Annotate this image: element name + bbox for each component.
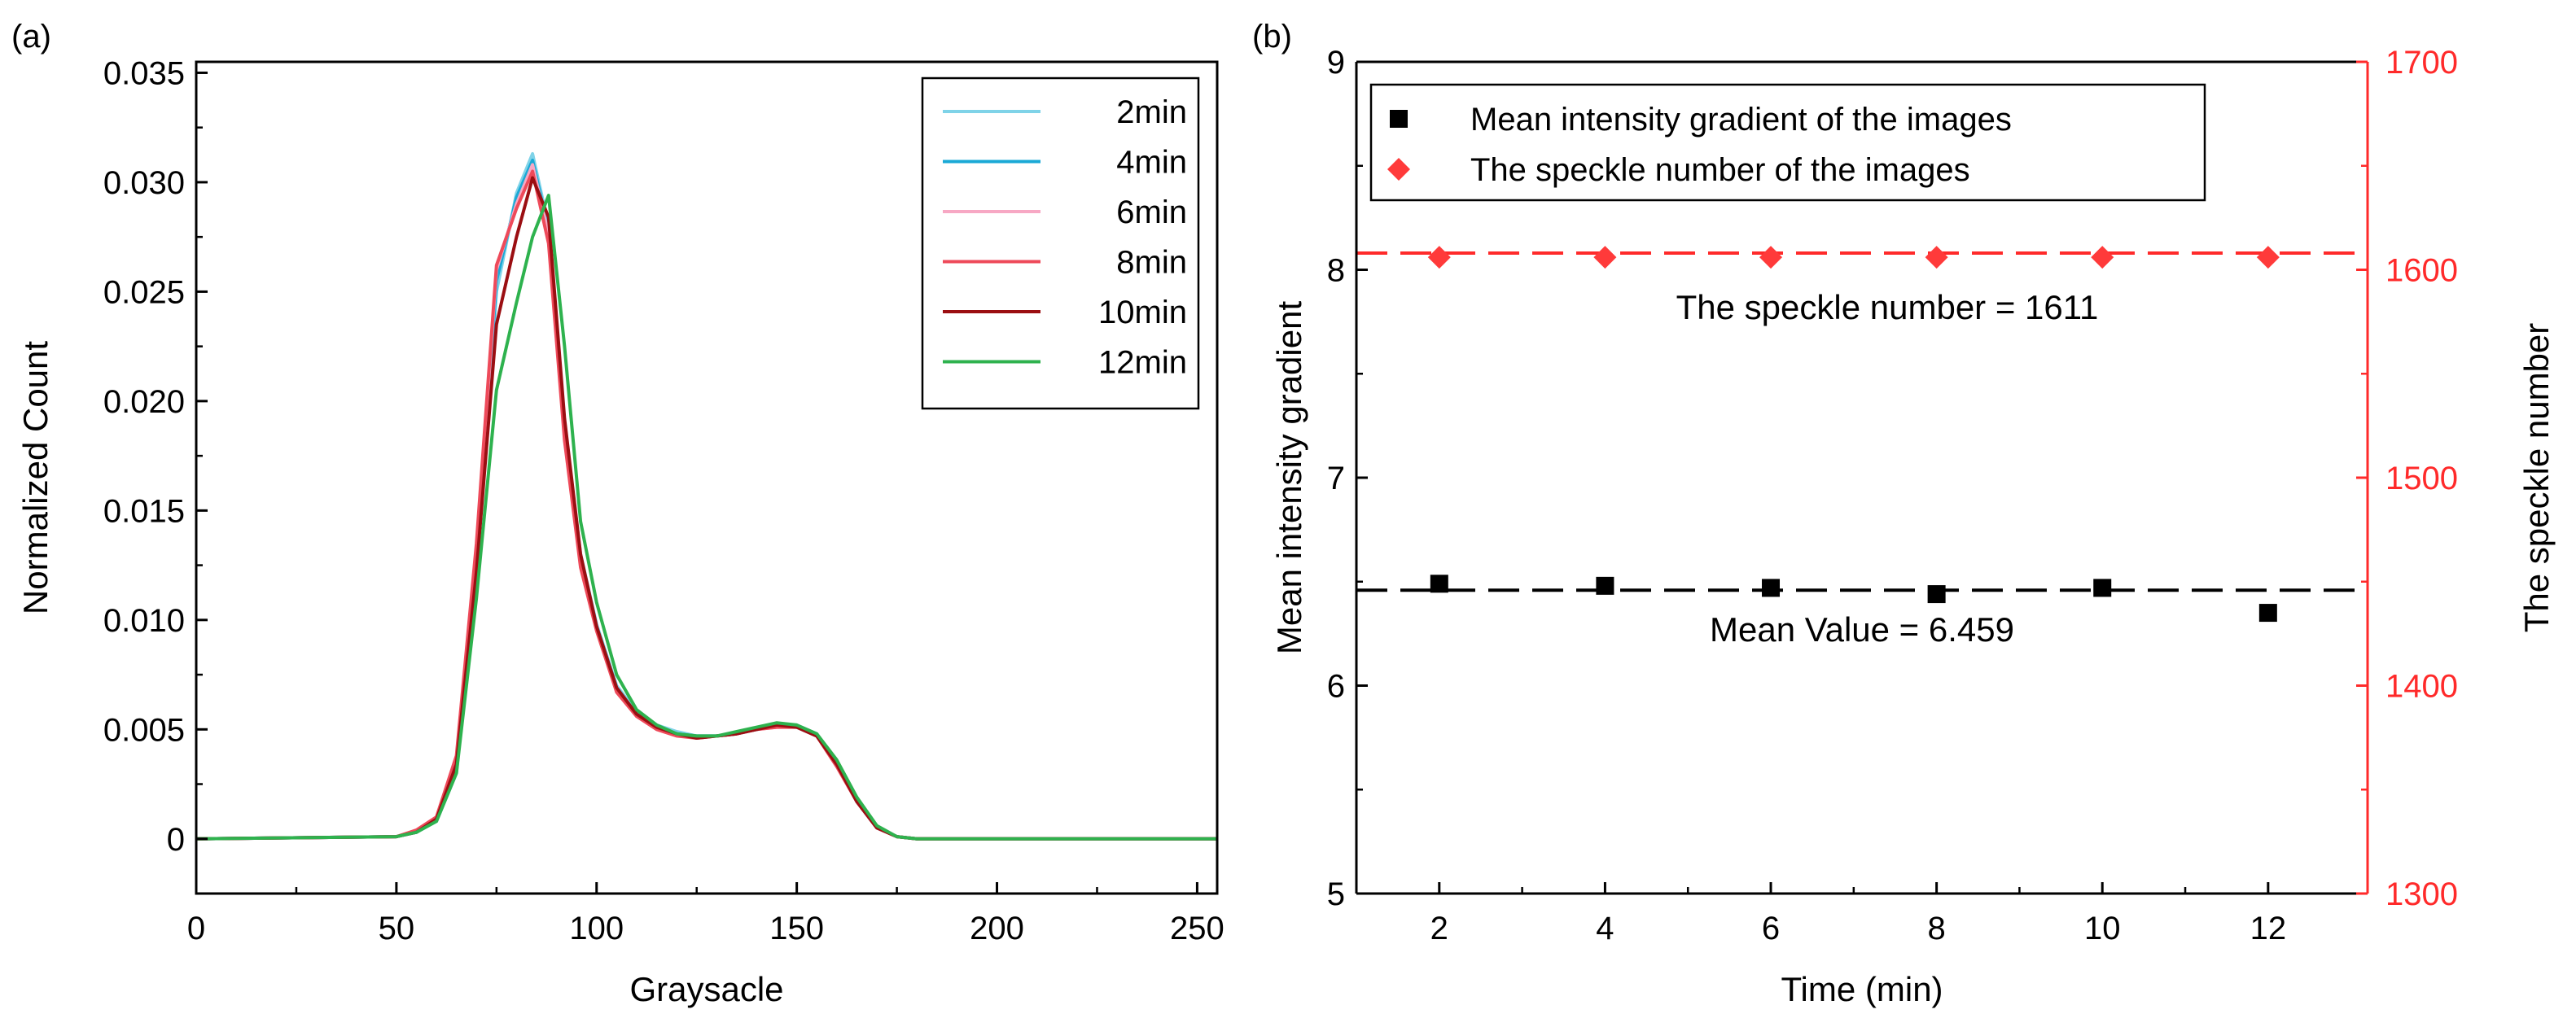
- legend-label-10min: 10min: [1098, 295, 1187, 330]
- panel-a-y-ticks: 0 0.005 0.010 0.015 0.020 0.025 0.030 0.035: [103, 55, 208, 858]
- panel-b-legend: Mean intensity gradient of the images The…: [1369, 83, 2206, 202]
- y-tick-label: 0.010: [103, 603, 185, 639]
- x-tick-label: 4: [1596, 911, 1614, 946]
- x-tick-label: 100: [569, 911, 624, 946]
- panel-b-y2-ticks: 1300 1400 1500 1600 1700: [2356, 45, 2458, 912]
- panel-a: (a) 0 50 100 150 200 250 0 0.005 0.010 0.015 0.02…: [11, 19, 1224, 1008]
- speckle-point: [1759, 246, 1783, 269]
- panel-a-frame: [195, 60, 1219, 895]
- legend-label-speckle: The speckle number of the images: [1470, 152, 1970, 188]
- y-tick-label: 9: [1327, 45, 1345, 81]
- x-tick-label: 2: [1430, 911, 1448, 946]
- y-tick-label: 6: [1327, 669, 1345, 705]
- speckle-number-annotation: The speckle number = 1611: [1676, 288, 2099, 326]
- legend-label-6min: 6min: [1116, 194, 1187, 230]
- y2-tick-label: 1300: [2385, 876, 2458, 912]
- speckle-point: [1593, 246, 1617, 269]
- panel-a-x-label: Graysacle: [629, 970, 783, 1008]
- series-line-10min: [195, 176, 1217, 841]
- x-tick-label: 8: [1927, 911, 1945, 946]
- speckle-point: [1427, 246, 1451, 269]
- x-tick-label: 6: [1762, 911, 1780, 946]
- panel-b-y2-label: The speckle number: [2517, 323, 2556, 633]
- y-tick-label: 0.035: [103, 55, 185, 91]
- panel-b-points: [1427, 246, 2280, 623]
- panel-b-x-label: Time (min): [1781, 970, 1943, 1008]
- panel-a-y-label: Normalized Count: [16, 341, 55, 614]
- gradient-point: [1596, 576, 1614, 595]
- legend-marker-speckle: [1387, 158, 1410, 181]
- series-line-12min: [195, 194, 1217, 841]
- y2-tick-label: 1700: [2385, 45, 2458, 81]
- legend-marker-gradient: [1390, 110, 1408, 128]
- panel-b-label: (b): [1252, 19, 1292, 55]
- panel-b-y-ticks: 5 6 7 8 9: [1327, 45, 1368, 912]
- gradient-point: [2093, 579, 2112, 597]
- y-tick-label: 5: [1327, 876, 1345, 912]
- panel-a-label: (a): [11, 19, 51, 55]
- x-tick-label: 150: [769, 911, 824, 946]
- panel-b-reference-lines: [1356, 251, 2368, 592]
- legend-label-4min: 4min: [1116, 145, 1187, 181]
- y-tick-label: 0.015: [103, 493, 185, 529]
- speckle-point: [2091, 246, 2114, 269]
- y2-tick-label: 1600: [2385, 253, 2458, 289]
- speckle-point: [2256, 246, 2280, 269]
- x-tick-label: 250: [1170, 911, 1224, 946]
- y-tick-label: 0.030: [103, 165, 185, 201]
- gradient-point: [1762, 579, 1781, 597]
- x-tick-label: 0: [187, 911, 205, 946]
- y-tick-label: 8: [1327, 253, 1345, 289]
- panel-a-legend-box: [921, 76, 1200, 410]
- legend-label-gradient: Mean intensity gradient of the images: [1470, 102, 2012, 138]
- y-tick-label: 7: [1327, 461, 1345, 496]
- gradient-point: [2258, 604, 2277, 623]
- y-tick-label: 0: [167, 822, 185, 858]
- panel-a-series: [195, 152, 1217, 841]
- x-tick-label: 10: [2084, 911, 2121, 946]
- x-tick-label: 200: [970, 911, 1024, 946]
- legend-label-2min: 2min: [1116, 94, 1187, 130]
- y2-tick-label: 1400: [2385, 669, 2458, 705]
- panel-a-x-ticks: 0 50 100 150 200 250: [187, 882, 1224, 946]
- panel-a-legend: 2min 4min 6min 8min 10min 12min: [921, 76, 1200, 410]
- y-tick-label: 0.025: [103, 274, 185, 310]
- x-tick-label: 12: [2250, 911, 2287, 946]
- speckle-point: [1925, 246, 1948, 269]
- gradient-point: [1430, 575, 1448, 593]
- y-tick-label: 0.005: [103, 712, 185, 748]
- y2-tick-label: 1500: [2385, 461, 2458, 496]
- gradient-point: [1927, 585, 1946, 604]
- legend-label-12min: 12min: [1098, 345, 1187, 381]
- panel-b-y-label: Mean intensity gradient: [1270, 301, 1308, 655]
- y-tick-label: 0.020: [103, 384, 185, 420]
- legend-label-8min: 8min: [1116, 245, 1187, 281]
- x-tick-label: 50: [379, 911, 415, 946]
- mean-value-annotation: Mean Value = 6.459: [1710, 610, 2014, 649]
- panel-b-legend-box: [1369, 83, 2206, 202]
- panel-b-x-ticks: 2 4 6 8 10 12: [1355, 882, 2287, 946]
